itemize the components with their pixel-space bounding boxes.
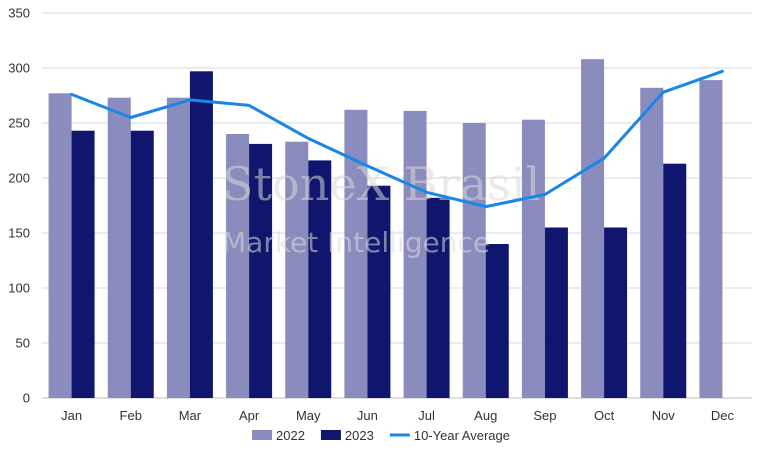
legend-label-2023: 2023: [345, 428, 374, 443]
legend: 2022 2023 10-Year Average: [252, 428, 510, 443]
bar-2022-jan: [48, 93, 72, 399]
y-tick-label: 50: [16, 336, 30, 351]
legend-swatch-2022: [252, 430, 272, 440]
bar-2022-oct: [581, 59, 605, 398]
legend-label-2022: 2022: [276, 428, 305, 443]
bar-2023-jan: [71, 130, 95, 398]
bar-2022-aug: [462, 123, 486, 398]
x-tick-label: Apr: [239, 408, 260, 423]
x-tick-label: Feb: [120, 408, 142, 423]
watermark: StoneX Brasil Market Intelligence: [222, 157, 540, 259]
bar-2022-jul: [403, 110, 427, 399]
x-tick-label: Jan: [61, 408, 82, 423]
bar-2022-apr: [226, 134, 250, 398]
bar-2022-may: [285, 141, 309, 398]
bar-2022-mar: [166, 97, 190, 398]
y-tick-label: 300: [8, 61, 30, 76]
y-tick-label: 150: [8, 226, 30, 241]
y-tick-label: 0: [23, 391, 30, 406]
bar-2022-sep: [521, 119, 545, 398]
watermark-line2: Market Intelligence: [222, 226, 490, 259]
bar-2023-apr: [249, 143, 273, 398]
x-tick-label: Aug: [474, 408, 497, 423]
legend-label-10-year-average: 10-Year Average: [414, 428, 510, 443]
bar-2023-mar: [189, 71, 213, 399]
x-tick-label: Dec: [711, 408, 735, 423]
x-tick-label: Nov: [652, 408, 676, 423]
bar-2022-jun: [344, 109, 368, 399]
bar-2022-nov: [640, 87, 664, 399]
bar-2023-may: [308, 160, 332, 398]
y-tick-label: 350: [8, 6, 30, 21]
bars: [48, 59, 723, 399]
average-line-layer: [70, 69, 724, 209]
x-tick-label: May: [296, 408, 321, 423]
bar-2023-nov: [663, 163, 687, 398]
bar-2023-oct: [604, 227, 628, 398]
x-axis-ticks: Jan Feb Mar Apr May Jun Jul Aug Sep Oct Nov Dec: [61, 408, 734, 423]
y-tick-label: 100: [8, 281, 30, 296]
x-tick-label: Jul: [418, 408, 435, 423]
bar-2023-aug: [485, 244, 509, 398]
legend-swatch-2023: [320, 430, 341, 440]
bar-2022-dec: [699, 80, 723, 398]
bar-2023-feb: [130, 130, 154, 398]
x-tick-label: Jun: [357, 408, 378, 423]
y-tick-label: 200: [8, 171, 30, 186]
line-10-year-average: [70, 69, 724, 209]
x-tick-label: Oct: [594, 408, 615, 423]
watermark-line1: StoneX Brasil: [222, 157, 540, 211]
bar-2022-feb: [107, 97, 131, 398]
y-tick-label: 250: [8, 116, 30, 131]
x-tick-label: Mar: [179, 408, 202, 423]
x-tick-label: Sep: [533, 408, 556, 423]
y-axis-ticks: 0 50 100 150 200 250 300 350: [8, 6, 30, 406]
bar-2023-jun: [367, 185, 391, 398]
bar-2023-sep: [544, 227, 568, 398]
bar-2023-jul: [426, 197, 450, 398]
